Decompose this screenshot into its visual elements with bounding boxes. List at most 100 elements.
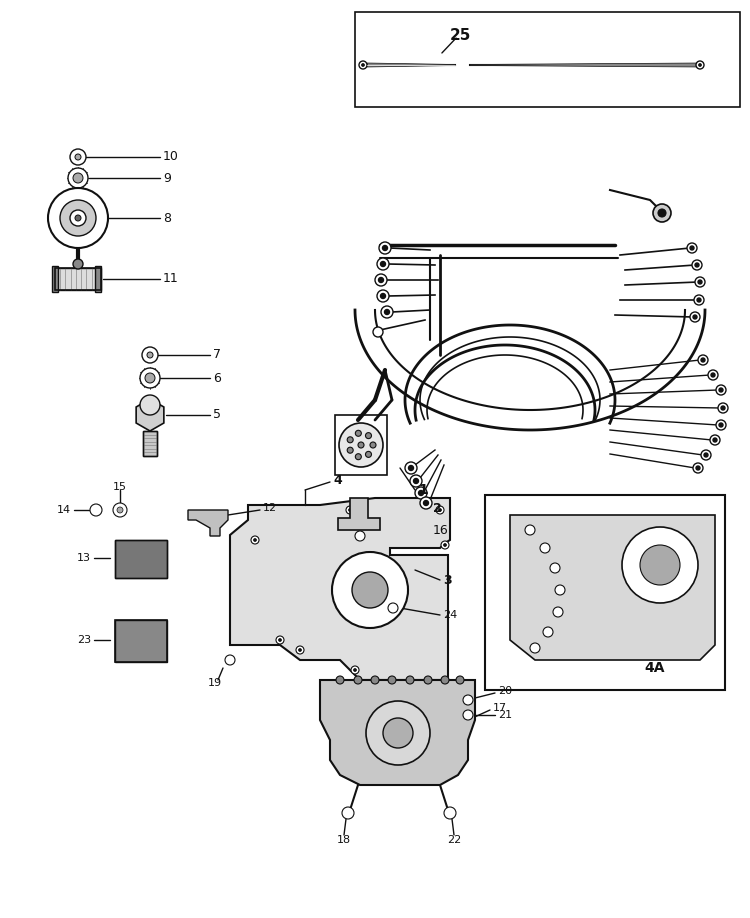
Circle shape (443, 543, 446, 546)
Text: 12: 12 (263, 503, 278, 513)
Text: 24: 24 (443, 610, 458, 620)
Circle shape (687, 243, 697, 253)
Circle shape (352, 572, 388, 608)
Text: 5: 5 (213, 409, 221, 421)
Circle shape (383, 718, 413, 748)
Circle shape (68, 168, 88, 188)
Circle shape (690, 312, 700, 322)
Circle shape (362, 63, 364, 66)
Text: 8: 8 (163, 211, 171, 225)
Circle shape (377, 290, 389, 302)
Bar (143, 431, 157, 456)
Text: 16: 16 (433, 523, 448, 536)
Circle shape (698, 355, 708, 365)
Circle shape (60, 200, 96, 236)
Circle shape (373, 327, 383, 337)
Text: 20: 20 (498, 686, 512, 696)
Text: 2: 2 (433, 501, 442, 514)
Circle shape (90, 504, 102, 516)
Circle shape (701, 450, 711, 460)
Circle shape (359, 61, 367, 69)
Text: 21: 21 (498, 710, 512, 720)
Circle shape (356, 453, 362, 460)
Circle shape (694, 295, 704, 305)
Circle shape (424, 676, 432, 684)
Circle shape (555, 585, 565, 595)
Circle shape (145, 373, 155, 383)
Circle shape (716, 385, 726, 395)
Circle shape (142, 347, 158, 363)
Text: 4A: 4A (645, 661, 665, 675)
Bar (55, 268, 101, 290)
Circle shape (701, 358, 705, 362)
Circle shape (354, 676, 362, 684)
Circle shape (381, 306, 393, 318)
Circle shape (413, 478, 419, 484)
Circle shape (540, 543, 550, 553)
Circle shape (640, 545, 680, 585)
Circle shape (70, 210, 86, 226)
Text: 17: 17 (493, 703, 507, 713)
Circle shape (117, 507, 123, 513)
Circle shape (415, 487, 427, 499)
Bar (335, 415, 387, 475)
Circle shape (695, 277, 705, 287)
Text: 15: 15 (113, 482, 127, 492)
Circle shape (690, 246, 694, 250)
Circle shape (410, 475, 422, 487)
Circle shape (75, 154, 81, 160)
Circle shape (358, 442, 364, 448)
Circle shape (365, 432, 371, 439)
Circle shape (698, 280, 702, 284)
Circle shape (420, 497, 432, 509)
Circle shape (711, 373, 715, 377)
Bar (115, 540, 167, 578)
Text: 10: 10 (163, 151, 178, 163)
Text: 23: 23 (76, 635, 91, 645)
Text: 9: 9 (163, 172, 171, 185)
Circle shape (692, 260, 702, 270)
Text: 7: 7 (213, 349, 221, 362)
Circle shape (298, 648, 302, 652)
Circle shape (718, 403, 728, 413)
Circle shape (444, 807, 456, 819)
Bar (52, 266, 58, 292)
Circle shape (456, 676, 464, 684)
Polygon shape (470, 63, 700, 67)
Circle shape (366, 701, 430, 765)
Circle shape (113, 503, 127, 517)
Bar (115, 620, 167, 662)
Circle shape (463, 695, 473, 705)
Circle shape (424, 500, 428, 506)
Circle shape (439, 509, 442, 511)
Circle shape (441, 541, 449, 549)
Circle shape (463, 710, 473, 720)
Circle shape (719, 423, 723, 427)
Circle shape (695, 263, 699, 267)
Circle shape (406, 676, 414, 684)
Circle shape (375, 274, 387, 286)
Circle shape (365, 452, 371, 457)
Circle shape (380, 294, 386, 298)
Bar (485, 495, 725, 690)
Circle shape (379, 277, 383, 283)
Circle shape (385, 309, 389, 315)
Circle shape (530, 643, 540, 653)
Circle shape (332, 552, 408, 628)
Circle shape (75, 215, 81, 221)
Bar (115, 540, 167, 578)
Circle shape (254, 539, 257, 542)
Circle shape (276, 636, 284, 644)
Circle shape (653, 204, 671, 222)
Circle shape (351, 666, 359, 674)
Circle shape (550, 563, 560, 573)
Text: 1: 1 (418, 483, 428, 497)
Polygon shape (338, 498, 380, 530)
Circle shape (553, 607, 563, 617)
Bar (355, 12, 740, 107)
Circle shape (140, 395, 160, 415)
Circle shape (382, 245, 388, 251)
Circle shape (339, 423, 383, 467)
Circle shape (696, 466, 700, 470)
Text: 19: 19 (208, 678, 222, 688)
